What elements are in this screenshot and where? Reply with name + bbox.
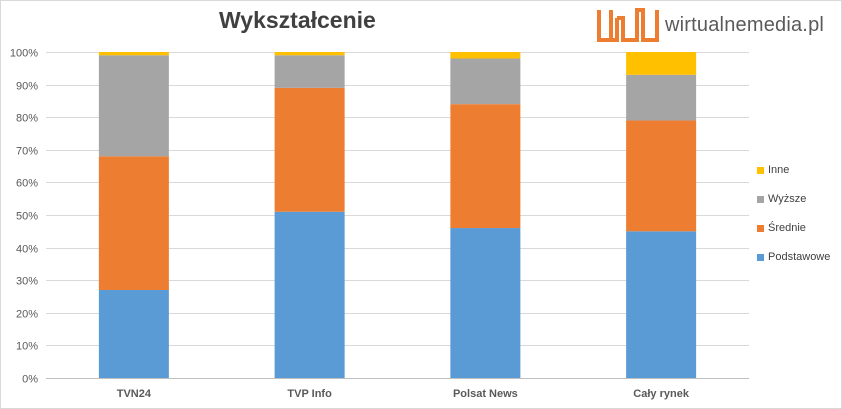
- legend-item: Średnie: [757, 221, 830, 235]
- bar-segment: [98, 52, 169, 56]
- y-tick-label: 40%: [16, 244, 38, 256]
- bar-segment: [450, 228, 521, 378]
- bar-segment: [98, 55, 169, 157]
- y-tick-label: 80%: [16, 113, 38, 125]
- x-category-label: Cały rynek: [633, 388, 690, 400]
- legend-swatch: [757, 224, 764, 232]
- legend-label: Podstawowe: [768, 251, 831, 263]
- bar-segment: [626, 52, 697, 75]
- x-category-label: TVP Info: [287, 388, 332, 400]
- bar-segment: [98, 289, 169, 378]
- y-tick-label: 90%: [16, 81, 38, 93]
- y-tick-label: 70%: [16, 146, 38, 158]
- wm-logo-icon: [597, 8, 659, 42]
- bar-segment: [274, 55, 345, 88]
- brand-logo: wirtualnemedia.pl: [597, 7, 824, 43]
- legend-swatch: [757, 253, 764, 261]
- bar-segment: [98, 156, 169, 290]
- legend: Inne Wyższe Średnie Podstawowe: [757, 163, 830, 279]
- bar-segment: [274, 52, 345, 56]
- y-tick-label: 50%: [16, 211, 38, 223]
- x-category-label: TVN24: [117, 388, 152, 400]
- chart-title: Wykształcenie: [219, 7, 376, 33]
- bar-segment: [450, 58, 521, 105]
- bar-segment: [450, 104, 521, 229]
- bar-segment: [450, 52, 521, 59]
- y-tick-label: 100%: [10, 48, 38, 60]
- legend-label: Wyższe: [768, 193, 807, 205]
- legend-item: Wyższe: [757, 192, 830, 206]
- legend-swatch: [757, 166, 764, 174]
- legend-label: Inne: [768, 164, 790, 176]
- x-category-label: Polsat News: [453, 388, 518, 400]
- bar-segment: [274, 87, 345, 212]
- y-tick-label: 0%: [22, 374, 38, 386]
- y-tick-label: 30%: [16, 276, 38, 288]
- legend-label: Średnie: [768, 222, 806, 234]
- bar-segment: [626, 74, 697, 121]
- bar-segment: [626, 120, 697, 232]
- brand-text: wirtualnemedia.pl: [665, 13, 825, 36]
- y-tick-label: 10%: [16, 341, 38, 353]
- bar-segment: [626, 231, 697, 378]
- legend-item: Inne: [757, 163, 830, 177]
- legend-swatch: [757, 195, 764, 203]
- y-tick-label: 60%: [16, 178, 38, 190]
- y-tick-label: 20%: [16, 309, 38, 321]
- legend-item: Podstawowe: [757, 250, 830, 264]
- bar-segment: [274, 211, 345, 378]
